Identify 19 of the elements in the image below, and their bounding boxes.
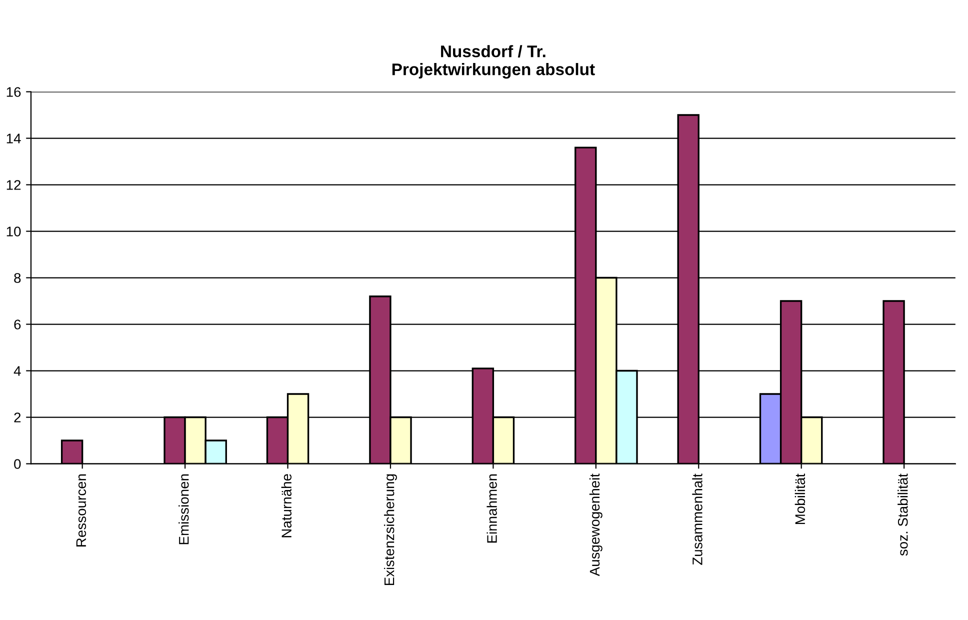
y-tick-label: 4 <box>14 366 21 376</box>
y-tick-label: 6 <box>14 320 21 330</box>
x-tick-label: Ressourcen <box>76 474 86 546</box>
x-tick-label: Einnahmen <box>486 474 497 543</box>
y-tick-label: 14 <box>6 134 21 144</box>
y-tick-label: 16 <box>6 87 21 97</box>
chart-title: Nussdorf / Tr. Projektwirkungen absolut <box>392 45 595 79</box>
x-tick-label: Emissionen <box>178 474 189 544</box>
y-tick-label: 2 <box>14 412 21 422</box>
y-tick-label: 0 <box>14 459 21 469</box>
x-tick-label: Mobilität <box>794 474 806 524</box>
x-tick-label: soz. Stabilität <box>898 474 908 556</box>
x-tick-label: Ausgewogenheit <box>589 474 602 576</box>
x-tick-label: Existenzsicherung <box>384 474 397 586</box>
y-tick-label: 12 <box>6 180 21 190</box>
y-tick-label: 8 <box>14 273 21 283</box>
x-tick-label: Zusammenhalt <box>692 474 702 565</box>
y-tick-label: 10 <box>6 226 21 236</box>
x-tick-label: Naturnähe <box>281 474 292 538</box>
